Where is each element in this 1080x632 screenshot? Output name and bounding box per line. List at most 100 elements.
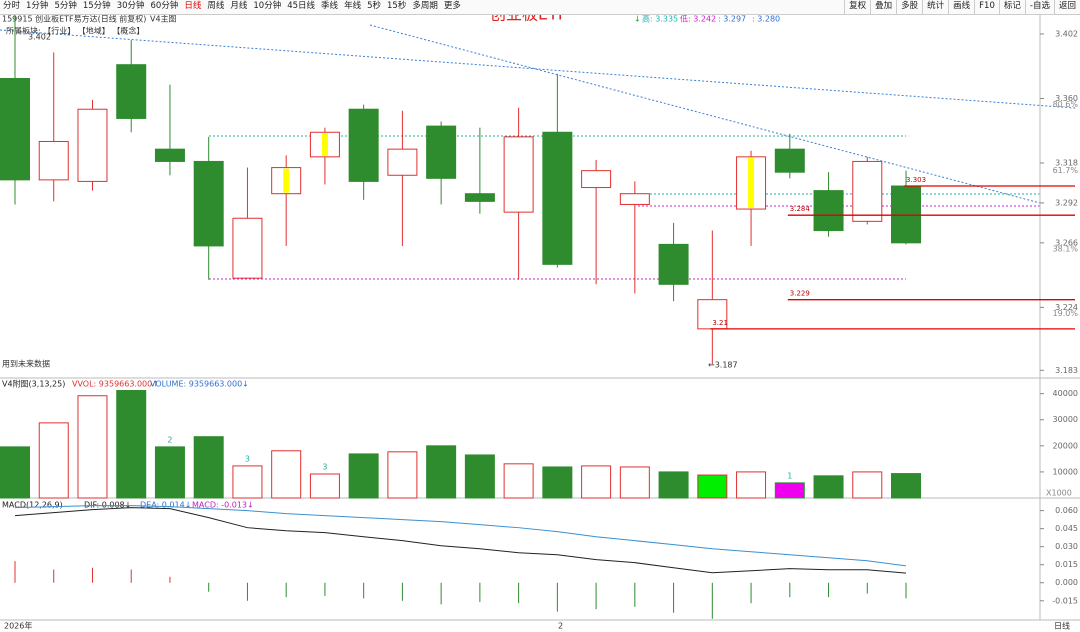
header-stat: ↓ (634, 15, 641, 24)
symbol: 159915 创业板ETF易方达(日线 前复权) (2, 14, 146, 24)
candle-body (658, 243, 689, 285)
header-stat: 高: 3.335 (642, 14, 678, 24)
period-tab[interactable]: 45日线 (287, 1, 316, 11)
y-tick-label: 10000 (1053, 467, 1078, 476)
macd-dif-line (14, 507, 907, 574)
price-line-label: 3.284 (790, 205, 811, 213)
tool-button[interactable]: F10 (974, 0, 999, 14)
period-tab[interactable]: 1分钟 (26, 1, 49, 11)
candle-body (891, 185, 922, 244)
header-stat: : 3.297 (718, 15, 746, 24)
volume-bar (852, 471, 883, 499)
fib-label: 61.7% (1053, 166, 1079, 175)
tool-button[interactable]: 叠加 (870, 0, 896, 14)
candle-body (464, 193, 495, 202)
candle-body (426, 125, 457, 179)
volume-bar (116, 390, 147, 499)
volume-signal: 1 (787, 471, 792, 480)
candle-highlight (321, 133, 328, 156)
footer-year: 2026年 (4, 621, 32, 631)
y-tick-label: 0.060 (1055, 506, 1078, 515)
volume-bar (38, 422, 69, 499)
candle-body (852, 160, 883, 222)
volume-signal: 3 (245, 454, 250, 463)
period-tab[interactable]: 60分钟 (150, 1, 179, 11)
volume-bar (581, 465, 612, 499)
candle-body (193, 160, 224, 247)
tool-button[interactable]: 多股 (896, 0, 922, 14)
y-tick-label: 3.318 (1055, 158, 1078, 167)
volume-bar (697, 474, 728, 499)
period-tab[interactable]: 年线 (344, 1, 362, 11)
macd-dea-line (14, 505, 907, 567)
volume-bar (154, 446, 185, 499)
macd-header: DEA: 0.014↓ (140, 501, 191, 510)
volume-bar (891, 473, 922, 499)
period-tab[interactable]: 周线 (207, 1, 225, 11)
future-note: 用到未来数据 (2, 359, 50, 369)
header-stat: 低: 3.242 (680, 14, 716, 24)
y-tick-label: 0.015 (1055, 560, 1078, 569)
candle-body (503, 136, 534, 213)
tool-button[interactable]: 标记 (998, 0, 1025, 14)
period-tabs: 分时 1分钟 5分钟 15分钟 30分钟 60分钟 日线 周线 月线 10分钟 45日线 季线 年线 5秒… (0, 0, 464, 14)
tool-button[interactable]: -自选 (1024, 0, 1054, 14)
period-tab[interactable]: 月线 (230, 1, 248, 11)
fib-label: 38.1% (1053, 244, 1079, 253)
low-note: ←3.187 (708, 361, 738, 370)
candle-highlight (283, 168, 290, 193)
volume-header: VOLUME: 9359663.000↓ (150, 380, 249, 389)
tool-button[interactable]: 画线 (948, 0, 974, 14)
volume-header: V4附图(3,13,25) (2, 379, 65, 389)
candle-body (348, 108, 379, 182)
volume-signal: 2 (167, 435, 172, 444)
period-tab[interactable]: 15分钟 (82, 1, 111, 11)
tool-buttons: 复权 叠加 多股 统计 画线 F10 标记 -自选 返回 (844, 0, 1080, 14)
period-tab[interactable]: 30分钟 (116, 1, 145, 11)
period-tab[interactable]: 5秒 (367, 1, 381, 11)
volume-bar (232, 465, 263, 499)
y-tick-label: 3.224 (1055, 303, 1078, 312)
period-tab[interactable]: 5分钟 (54, 1, 77, 11)
volume-bar (0, 446, 30, 499)
candle-body (116, 64, 147, 119)
macd-header: MACD(12,26,9) (2, 501, 63, 510)
y-tick-label: 20000 (1053, 441, 1078, 450)
volume-bar (464, 454, 495, 499)
y-tick-label: 30000 (1053, 415, 1078, 424)
candle-body (697, 299, 728, 330)
volume-bar (348, 453, 379, 499)
tool-button[interactable]: 统计 (922, 0, 948, 14)
volume-bar (309, 473, 340, 499)
volume-bar (619, 466, 650, 499)
y-tick-label: 3.292 (1055, 198, 1078, 207)
trend-line (369, 24, 1041, 204)
candle-body (0, 78, 30, 181)
tool-button[interactable]: 复权 (844, 0, 870, 14)
volume-unit: X1000 (1046, 489, 1072, 498)
fib-label: 80.6% (1053, 100, 1079, 109)
y-tick-label: 3.402 (1055, 29, 1078, 38)
y-tick-label: 0.045 (1055, 524, 1078, 533)
period-tab[interactable]: 季线 (321, 1, 339, 11)
toolbar: 分时 1分钟 5分钟 15分钟 30分钟 60分钟 日线 周线 月线 10分钟 45日线 季线 年线 5秒… (0, 0, 1080, 15)
period-tab[interactable]: 日线 (184, 1, 202, 11)
volume-bar (77, 395, 108, 499)
period-tab[interactable]: 多周期 (412, 1, 438, 11)
volume-bar (387, 451, 418, 499)
footer-period: 日线 (1054, 621, 1070, 631)
candle-body (581, 170, 612, 189)
candle-body (619, 193, 650, 205)
period-tab[interactable]: 10分钟 (253, 1, 282, 11)
y-tick-label: 0.030 (1055, 542, 1078, 551)
candle-body (542, 131, 573, 265)
period-tab[interactable]: 15秒 (387, 1, 407, 11)
period-tab[interactable]: 更多 (443, 1, 461, 11)
tool-button[interactable]: 返回 (1053, 0, 1080, 14)
volume-signal: 3 (322, 463, 327, 472)
candle-body (774, 148, 805, 173)
period-tab[interactable]: 分时 (3, 1, 21, 11)
header-stat: : 3.280 (752, 15, 780, 24)
candle-body (813, 190, 844, 232)
